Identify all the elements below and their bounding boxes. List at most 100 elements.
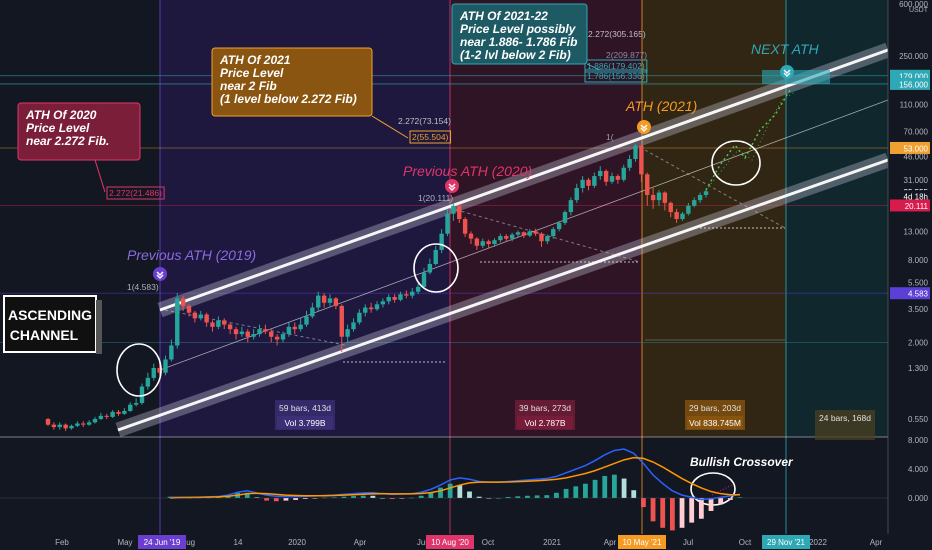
candle-body — [421, 272, 427, 287]
candle-body — [186, 305, 192, 313]
candle-body — [51, 424, 57, 428]
time-tick-label: Apr — [604, 538, 617, 547]
candle-body — [545, 236, 550, 242]
candle-body — [474, 238, 480, 246]
candle-body — [586, 179, 591, 186]
price-badge-label: 4d 18h — [904, 193, 928, 202]
time-highlight-label: 29 Nov '21 — [767, 538, 806, 547]
ath-2021-label: ATH (2021) — [625, 98, 697, 114]
candle-body — [298, 324, 303, 330]
candle-body — [568, 200, 574, 213]
histogram-bar — [418, 495, 424, 498]
histogram-bar — [708, 498, 714, 511]
price-tick-label: 0.550 — [908, 415, 929, 424]
candle-body — [321, 295, 327, 303]
time-tick-label: 2022 — [809, 538, 827, 547]
candle-body — [492, 240, 497, 245]
callout-2021-pointer — [371, 115, 409, 139]
fib-label-box — [106, 186, 165, 200]
fib-label: 2.272(21.486) — [109, 188, 162, 198]
histogram-bar — [399, 498, 405, 499]
range-info-vol-box — [277, 416, 333, 429]
candle-body — [45, 419, 51, 425]
histogram-bar — [438, 487, 443, 498]
price-badge-label: 53.000 — [904, 144, 929, 153]
histogram-bar — [486, 498, 492, 499]
candle-body — [633, 145, 638, 160]
ath-2019-marker-icon-chevron — [156, 271, 164, 276]
candle-body — [292, 326, 297, 330]
candle-body — [133, 403, 139, 405]
range-info-vol-box — [687, 416, 743, 429]
histogram-bar — [360, 495, 366, 498]
candle-body — [69, 425, 74, 429]
candle-body — [509, 234, 515, 239]
candle-body — [81, 423, 86, 425]
next-ath-zone — [762, 70, 830, 84]
candle-body — [451, 205, 456, 214]
candle-body — [580, 179, 585, 188]
time-highlight — [618, 535, 666, 549]
price-badge — [890, 141, 930, 154]
candle-body — [110, 411, 115, 417]
histogram-bar — [351, 496, 356, 498]
candle-body — [598, 170, 603, 177]
candle-body — [251, 334, 256, 337]
candle-body — [368, 307, 374, 310]
candle-body — [257, 329, 262, 335]
histogram-bar — [244, 492, 250, 498]
candle-body — [480, 241, 485, 246]
candle-body — [204, 314, 209, 323]
candle-body — [404, 294, 409, 296]
time-tick-label: Jul — [417, 538, 427, 547]
histogram-bar — [602, 475, 608, 498]
ath-2021-marker-icon — [637, 120, 651, 134]
price-badge — [890, 77, 930, 90]
osc-tick-label: 0.000 — [908, 494, 929, 503]
price-tick-label: 8.000 — [908, 256, 929, 265]
candle-body — [380, 301, 386, 305]
candle-body — [92, 419, 98, 423]
histogram-bar — [698, 498, 704, 519]
candle-body — [415, 286, 421, 292]
histogram-bar — [534, 495, 540, 498]
time-tick-label: Aug — [181, 538, 195, 547]
next-ath-marker-icon — [780, 65, 794, 79]
callout-2020-text: near 2.272 Fib. — [26, 134, 109, 148]
candle-body — [692, 200, 697, 206]
candle-body — [75, 423, 80, 426]
range-info-vol-box — [517, 416, 573, 429]
candle-body — [128, 404, 133, 411]
range-info-bars: 59 bars, 413d — [279, 403, 331, 413]
candle-body — [392, 296, 397, 300]
histogram-bar — [457, 485, 463, 498]
callout-2020-text: Price Level — [26, 121, 90, 135]
candle-body — [445, 213, 450, 234]
time-highlight-label: 10 May '21 — [623, 538, 662, 547]
callout-2021-22-pointer — [586, 63, 601, 71]
histogram-bar — [573, 486, 579, 498]
histogram-bar — [370, 495, 376, 498]
candle-body — [316, 295, 321, 308]
candle-body — [269, 331, 274, 337]
next-ath-marker-icon-chevron — [783, 72, 791, 77]
histogram-bar — [612, 474, 617, 498]
osc-tick-label: 8.000 — [908, 436, 929, 445]
highlight-circle — [413, 243, 459, 293]
histogram-bar — [679, 498, 685, 528]
price-tick-label: 5.500 — [908, 278, 929, 287]
price-badge-label: 156.000 — [899, 80, 928, 89]
histogram-bar — [225, 496, 231, 498]
ath-2021-marker-icon-chevron — [640, 124, 648, 129]
macd-line — [170, 448, 741, 501]
price-badge — [890, 287, 930, 300]
histogram-bar — [563, 488, 569, 498]
candle-body — [175, 298, 180, 346]
candle-body — [280, 334, 286, 340]
candle-body — [486, 241, 491, 245]
channel-label-line1: ASCENDING — [8, 307, 92, 323]
candle-body — [468, 233, 474, 239]
price-tick-label: 3.500 — [908, 305, 929, 314]
